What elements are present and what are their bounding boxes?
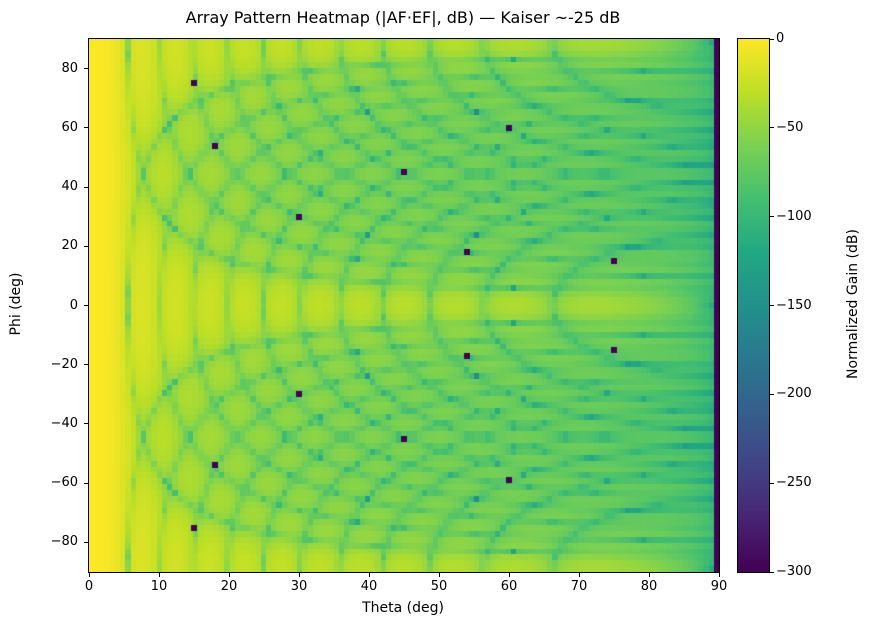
x-tick-mark: [578, 573, 580, 577]
y-tick-mark: [84, 127, 88, 129]
y-tick-label: −40: [50, 415, 78, 431]
x-tick-mark: [648, 573, 650, 577]
y-tick-mark: [84, 541, 88, 543]
colorbar-tick-mark: [770, 305, 774, 306]
y-tick-mark: [84, 482, 88, 484]
heatmap-canvas: [88, 38, 720, 573]
colorbar-label: Normalized Gain (dB): [845, 229, 861, 379]
colorbar-tick-label: −150: [776, 297, 812, 313]
x-tick-label: 30: [290, 579, 308, 594]
y-tick-mark: [84, 423, 88, 425]
colorbar-tick-label: −250: [776, 475, 812, 491]
y-tick-mark: [84, 186, 88, 188]
x-tick-label: 10: [150, 579, 168, 594]
colorbar-tick-label: −50: [776, 119, 804, 135]
colorbar-tick-label: 0: [776, 31, 785, 46]
y-tick-label: 60: [61, 119, 78, 135]
y-tick-label: 20: [61, 238, 78, 254]
y-tick-label: 0: [69, 297, 78, 313]
x-tick-label: 20: [220, 579, 238, 594]
x-axis-label: Theta (deg): [362, 600, 444, 616]
x-tick-mark: [718, 573, 720, 577]
x-tick-label: 40: [360, 579, 378, 594]
y-tick-label: −80: [50, 534, 78, 550]
x-tick-mark: [298, 573, 300, 577]
x-tick-label: 90: [710, 579, 728, 594]
x-tick-label: 0: [84, 579, 94, 594]
y-tick-label: 40: [61, 179, 78, 195]
colorbar-tick-mark: [770, 482, 774, 484]
y-tick-label: −20: [50, 356, 78, 372]
colorbar-canvas: [737, 38, 770, 573]
x-tick-mark: [368, 573, 370, 577]
y-tick-mark: [84, 245, 88, 247]
x-tick-label: 70: [570, 579, 588, 594]
chart-title: Array Pattern Heatmap (|AF·EF|, dB) — Ka…: [185, 8, 621, 27]
colorbar-tick-mark: [770, 38, 774, 40]
y-tick-mark: [84, 364, 88, 366]
colorbar-tick-mark: [770, 393, 774, 395]
colorbar-tick-label: −300: [776, 564, 812, 579]
y-tick-mark: [84, 68, 88, 70]
y-tick-label: 80: [61, 60, 78, 76]
x-tick-label: 80: [640, 579, 658, 594]
x-tick-label: 50: [430, 579, 448, 594]
x-tick-mark: [508, 573, 510, 577]
colorbar-tick-label: −100: [776, 208, 812, 224]
x-tick-mark: [88, 573, 90, 577]
colorbar-tick-mark: [770, 216, 774, 218]
x-tick-mark: [228, 573, 230, 577]
y-tick-label: −60: [50, 475, 78, 491]
colorbar-tick-mark: [770, 571, 774, 573]
x-tick-label: 60: [500, 579, 518, 594]
y-tick-mark: [84, 305, 88, 306]
colorbar-tick-label: −200: [776, 386, 812, 402]
colorbar-tick-mark: [770, 127, 774, 129]
y-axis-label: Phi (deg): [8, 272, 24, 336]
x-tick-mark: [158, 573, 160, 577]
x-tick-mark: [438, 573, 440, 577]
